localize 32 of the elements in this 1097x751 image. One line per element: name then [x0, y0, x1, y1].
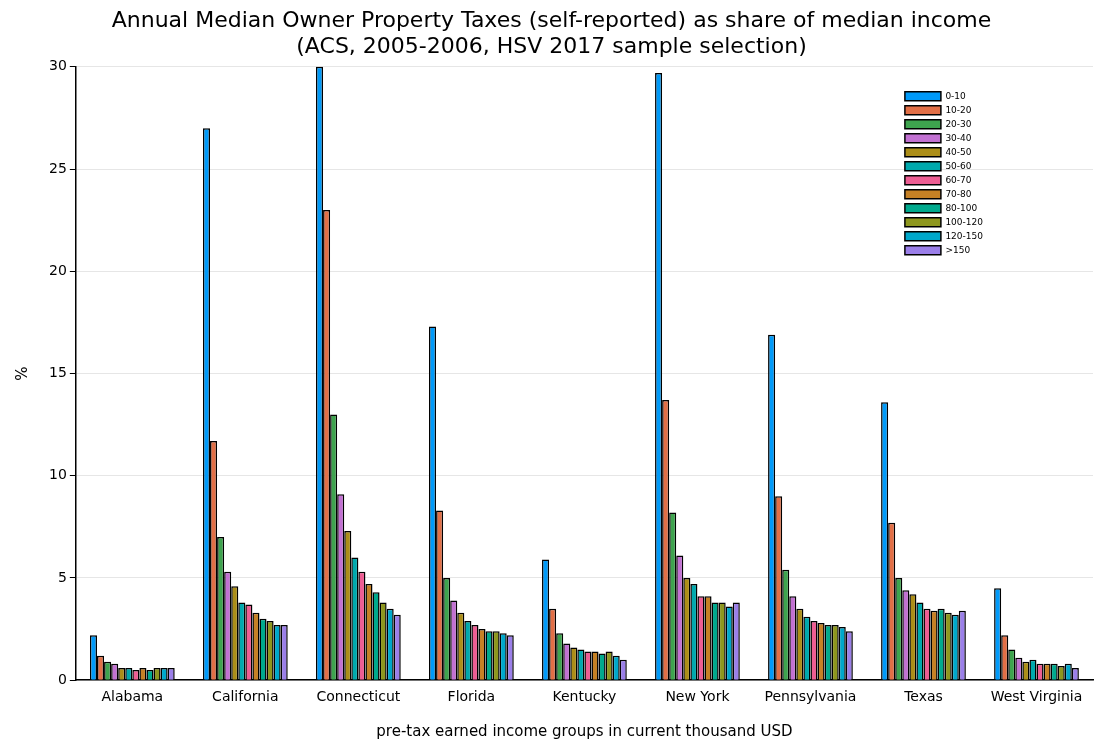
legend-label: 70-80 [945, 188, 972, 199]
chart-subtitle: (ACS, 2005-2006, HSV 2017 sample selection) [296, 33, 807, 59]
legend-label: 80-100 [945, 202, 978, 213]
x-tick-label: Connecticut [316, 688, 401, 705]
legend-label: 60-70 [945, 174, 972, 185]
legend-label: 50-60 [945, 160, 972, 171]
legend-label: 40-50 [945, 146, 972, 157]
x-tick-label: Alabama [101, 688, 164, 705]
legend-label: >150 [945, 244, 971, 255]
x-tick-label: Texas [903, 688, 943, 705]
y-tick-label: 25 [48, 159, 67, 176]
x-tick-label: West Virginia [990, 688, 1083, 705]
y-tick-label: 20 [48, 261, 67, 278]
y-tick-label: 10 [48, 466, 67, 483]
y-tick-label: 5 [57, 568, 67, 585]
x-tick-label: California [212, 688, 279, 705]
legend-label: 10-20 [945, 104, 972, 115]
legend-label: 30-40 [945, 132, 972, 143]
y-tick-label: 30 [48, 57, 67, 74]
x-tick-label: Kentucky [552, 688, 617, 705]
y-axis-title: % [12, 366, 31, 381]
legend-label: 120-150 [945, 230, 984, 241]
y-tick-label: 15 [48, 364, 67, 381]
y-tick-label: 0 [57, 670, 67, 687]
legend-label: 100-120 [945, 216, 984, 227]
x-tick-label: New York [665, 688, 731, 705]
legend-label: 20-30 [945, 118, 972, 129]
x-tick-label: Pennsylvania [764, 688, 857, 705]
x-axis-title: pre-tax earned income groups in current thousand USD [376, 721, 793, 740]
chart-title: Annual Median Owner Property Taxes (self-reported) as share of median income [111, 6, 992, 32]
legend-label: 0-10 [945, 90, 967, 101]
x-tick-label: Florida [447, 688, 496, 705]
